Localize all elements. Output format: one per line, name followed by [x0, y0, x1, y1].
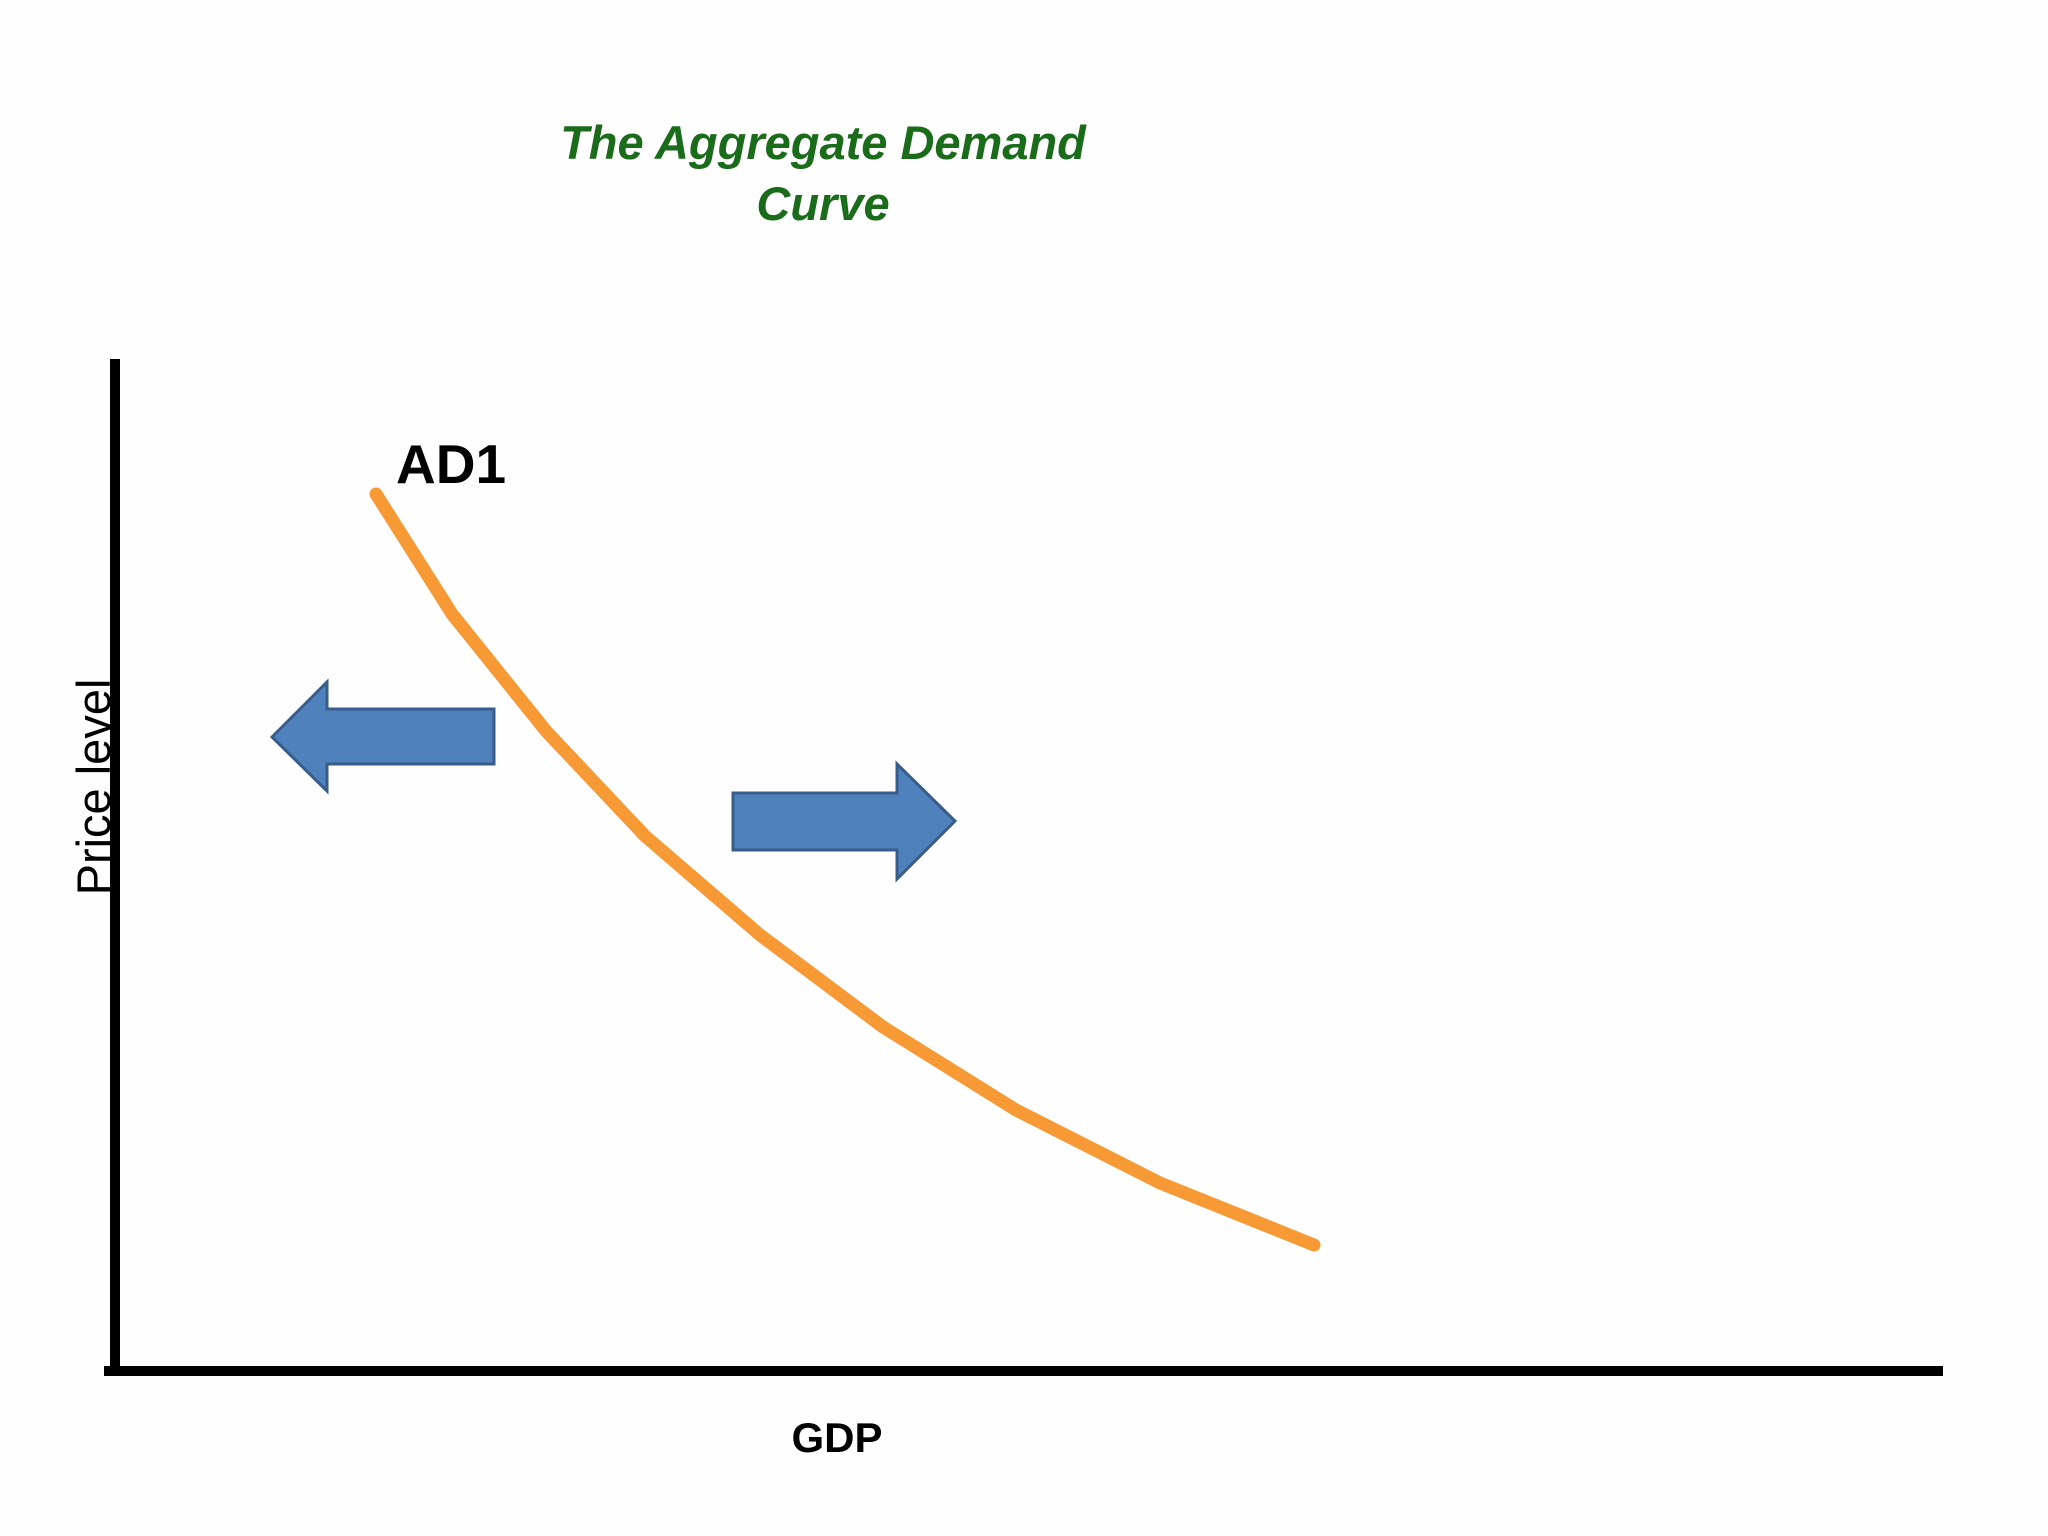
y-axis-label: Price level — [67, 679, 120, 896]
x-axis-label: GDP — [791, 1414, 882, 1461]
title: The Aggregate Demand Curve — [560, 116, 1086, 230]
curve-label: AD1 — [396, 433, 506, 495]
right-arrow — [731, 760, 958, 883]
ad-curve — [369, 487, 1321, 1252]
left-arrow — [269, 678, 496, 795]
